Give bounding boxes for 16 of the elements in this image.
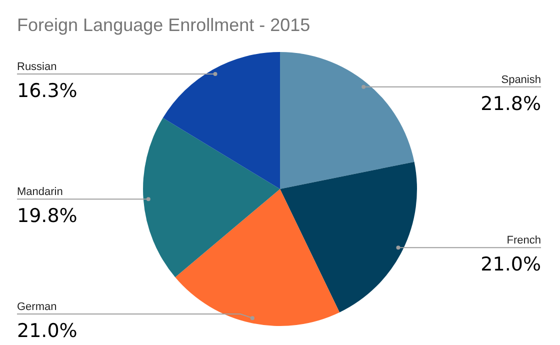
pie-slice <box>280 162 417 312</box>
slice-label: Russian <box>17 60 57 73</box>
slice-label: German <box>17 301 57 313</box>
slice-label: Spanish <box>501 74 541 86</box>
pie-slice <box>143 118 280 278</box>
pie-slice <box>280 52 414 189</box>
data-label: 21.8% <box>480 92 541 115</box>
slice-label: Mandarin <box>17 186 63 198</box>
pie-slice <box>175 189 340 326</box>
slice-label: French <box>506 234 541 247</box>
data-label: 19.8% <box>17 205 78 228</box>
data-label: 21.0% <box>480 254 541 276</box>
data-label: 16.3% <box>17 80 78 102</box>
data-label: 21.0% <box>17 320 78 342</box>
pie-slice <box>162 52 280 189</box>
chart-title: Foreign Language Enrollment - 2015 <box>17 15 310 35</box>
